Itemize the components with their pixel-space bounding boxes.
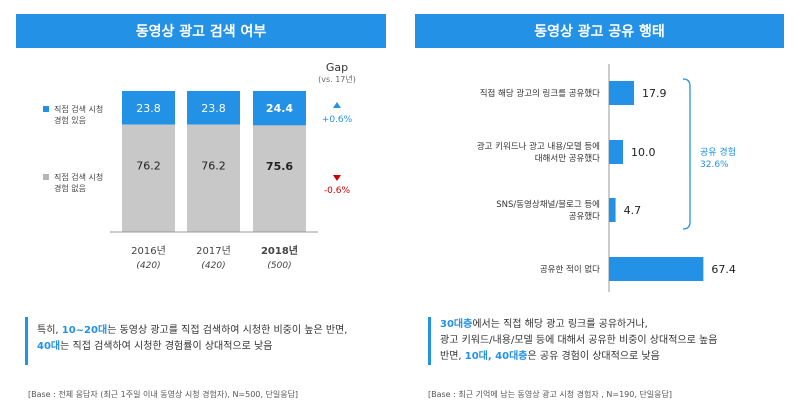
data-label: 24.4 (266, 102, 293, 115)
tick-label-note: (500) (267, 261, 291, 271)
right-summary-line3: 반면, 10대, 40대층은 공유 경험이 상대적으로 낮음 (440, 349, 793, 365)
category-label: 광고 키워드나 광고 내용/모델 등에 (477, 141, 600, 152)
summary-text: 는 동영상 광고를 직접 검색하여 시청한 비중이 높은 반면, (107, 325, 348, 336)
category-label: 공유했다 (569, 211, 600, 222)
data-label: 76.2 (201, 160, 226, 173)
gap-subtitle: (vs. 17년) (318, 74, 356, 84)
right-summary-line1: 30대층에서는 직접 해당 광고 링크를 공유하거나, (440, 317, 793, 333)
summary-highlight: 40대 (37, 341, 61, 352)
summary-text: 특히, (37, 325, 62, 336)
tick-label: 2018년 (261, 244, 298, 257)
data-label: 23.8 (201, 102, 226, 115)
right-base-note: [Base : 최근 기억에 남는 동영상 광고 시청 경험자 , N=190,… (428, 390, 672, 399)
gap-value-down: -0.6% (324, 186, 351, 196)
summary-highlight: 30대층 (440, 319, 473, 330)
legend-label: 직접 검색 시청 (54, 104, 103, 114)
bar (609, 140, 623, 164)
data-label: 75.6 (266, 160, 293, 173)
left-base-note: [Base : 전체 응답자 (최근 1주일 이내 동영상 시청 경험자), N… (28, 390, 299, 399)
category-label: 직접 해당 광고의 링크를 공유했다 (480, 88, 600, 99)
legend-label: 경험 없음 (54, 183, 86, 193)
data-label: 10.0 (631, 146, 656, 159)
data-label: 76.2 (136, 160, 161, 173)
gap-value-up: +0.6% (322, 115, 353, 125)
data-label: 4.7 (624, 204, 642, 217)
gap-title: Gap (326, 61, 348, 74)
tick-label-note: (420) (136, 261, 160, 271)
bracket (682, 78, 691, 230)
data-label: 67.4 (711, 263, 736, 276)
bar (609, 198, 616, 222)
bar-segment-not-have (253, 125, 306, 232)
bar-segment-have (253, 91, 306, 126)
summary-highlight: 10~20대 (61, 325, 108, 336)
triangle-up-icon (333, 102, 341, 108)
legend-label: 경험 있음 (54, 115, 86, 125)
right-summary: 30대층에서는 직접 해당 광고 링크를 공유하거나, 광고 키워드/내용/모델… (428, 317, 793, 365)
triangle-down-icon (333, 175, 341, 181)
stacked-bar-chart: 23.8 76.2 2016년 (420) 23.8 76.2 2017년 (420) 24.4… (43, 61, 356, 271)
left-summary-line2: 40대는 직접 검색하여 시청한 경험률이 상대적으로 낮음 (37, 339, 390, 355)
summary-text: 반면, (440, 351, 465, 362)
summary-text: 에서는 직접 해당 광고 링크를 공유하거나, (472, 319, 648, 330)
horizontal-bar-chart: 17.9 직접 해당 광고의 링크를 공유했다 10.0 광고 키워드나 광고 내용/… (477, 64, 736, 292)
bracket-value: 32.6% (700, 160, 729, 170)
bar-segment-not-have (122, 124, 175, 232)
tick-label-note: (420) (201, 261, 225, 271)
category-label: 공유한 적이 없다 (540, 264, 600, 275)
summary-text: 광고 키워드/내용/모델 등에 대해서 공유한 비중이 상대적으로 높음 (440, 335, 718, 346)
data-label: 17.9 (642, 87, 667, 100)
bar (609, 81, 635, 105)
legend-swatch-have (43, 106, 49, 112)
tick-label: 2017년 (196, 245, 231, 257)
legend-swatch-not-have (43, 174, 49, 180)
tick-label: 2016년 (131, 245, 166, 257)
bar-segment-have (187, 91, 240, 125)
category-label: SNS/동영상채널/블로그 등에 (496, 199, 600, 210)
right-summary-line2: 광고 키워드/내용/모델 등에 대해서 공유한 비중이 상대적으로 높음 (440, 333, 793, 349)
summary-highlight: 10대, 40대층 (464, 351, 528, 362)
data-label: 23.8 (136, 102, 161, 115)
left-panel-title: 동영상 광고 검색 여부 (16, 14, 386, 48)
bracket-label: 공유 경험 (700, 146, 736, 158)
left-summary-line1: 특히, 10~20대는 동영상 광고를 직접 검색하여 시청한 비중이 높은 반… (37, 323, 390, 339)
bar-segment-have (122, 91, 175, 125)
summary-text: 은 공유 경험이 상대적으로 낮음 (527, 351, 660, 362)
left-summary: 특히, 10~20대는 동영상 광고를 직접 검색하여 시청한 비중이 높은 반… (25, 317, 390, 365)
legend-label: 직접 검색 시청 (54, 172, 103, 182)
category-label: 대해서만 공유했다 (535, 153, 600, 164)
bar-segment-not-have (187, 124, 240, 232)
right-panel-title: 동영상 광고 공유 행태 (415, 14, 784, 48)
summary-text: 는 직접 검색하여 시청한 경험률이 상대적으로 낮음 (60, 341, 273, 352)
bar (609, 257, 704, 281)
